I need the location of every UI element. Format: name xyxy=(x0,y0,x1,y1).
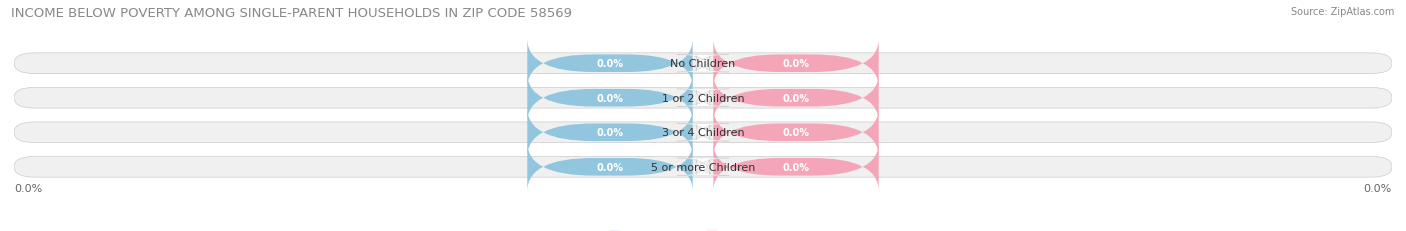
Text: INCOME BELOW POVERTY AMONG SINGLE-PARENT HOUSEHOLDS IN ZIP CODE 58569: INCOME BELOW POVERTY AMONG SINGLE-PARENT… xyxy=(11,7,572,20)
FancyBboxPatch shape xyxy=(14,122,1392,143)
FancyBboxPatch shape xyxy=(713,143,879,191)
Text: 0.0%: 0.0% xyxy=(14,183,42,193)
Text: 5 or more Children: 5 or more Children xyxy=(651,162,755,172)
Text: 0.0%: 0.0% xyxy=(783,162,810,172)
FancyBboxPatch shape xyxy=(713,74,879,123)
FancyBboxPatch shape xyxy=(14,88,1392,109)
Text: 3 or 4 Children: 3 or 4 Children xyxy=(662,128,744,138)
Text: 0.0%: 0.0% xyxy=(596,93,623,103)
Text: 0.0%: 0.0% xyxy=(596,162,623,172)
Text: 1 or 2 Children: 1 or 2 Children xyxy=(662,93,744,103)
FancyBboxPatch shape xyxy=(713,108,879,157)
Text: 0.0%: 0.0% xyxy=(783,93,810,103)
Text: 0.0%: 0.0% xyxy=(783,59,810,69)
FancyBboxPatch shape xyxy=(676,124,730,141)
FancyBboxPatch shape xyxy=(676,90,730,107)
FancyBboxPatch shape xyxy=(527,108,693,157)
FancyBboxPatch shape xyxy=(527,74,693,123)
Text: 0.0%: 0.0% xyxy=(783,128,810,138)
FancyBboxPatch shape xyxy=(527,40,693,88)
Text: No Children: No Children xyxy=(671,59,735,69)
FancyBboxPatch shape xyxy=(527,143,693,191)
FancyBboxPatch shape xyxy=(676,55,730,73)
FancyBboxPatch shape xyxy=(14,54,1392,74)
FancyBboxPatch shape xyxy=(676,158,730,176)
FancyBboxPatch shape xyxy=(14,157,1392,177)
Text: 0.0%: 0.0% xyxy=(596,128,623,138)
Text: 0.0%: 0.0% xyxy=(596,59,623,69)
Text: Source: ZipAtlas.com: Source: ZipAtlas.com xyxy=(1291,7,1395,17)
FancyBboxPatch shape xyxy=(713,40,879,88)
Text: 0.0%: 0.0% xyxy=(1364,183,1392,193)
